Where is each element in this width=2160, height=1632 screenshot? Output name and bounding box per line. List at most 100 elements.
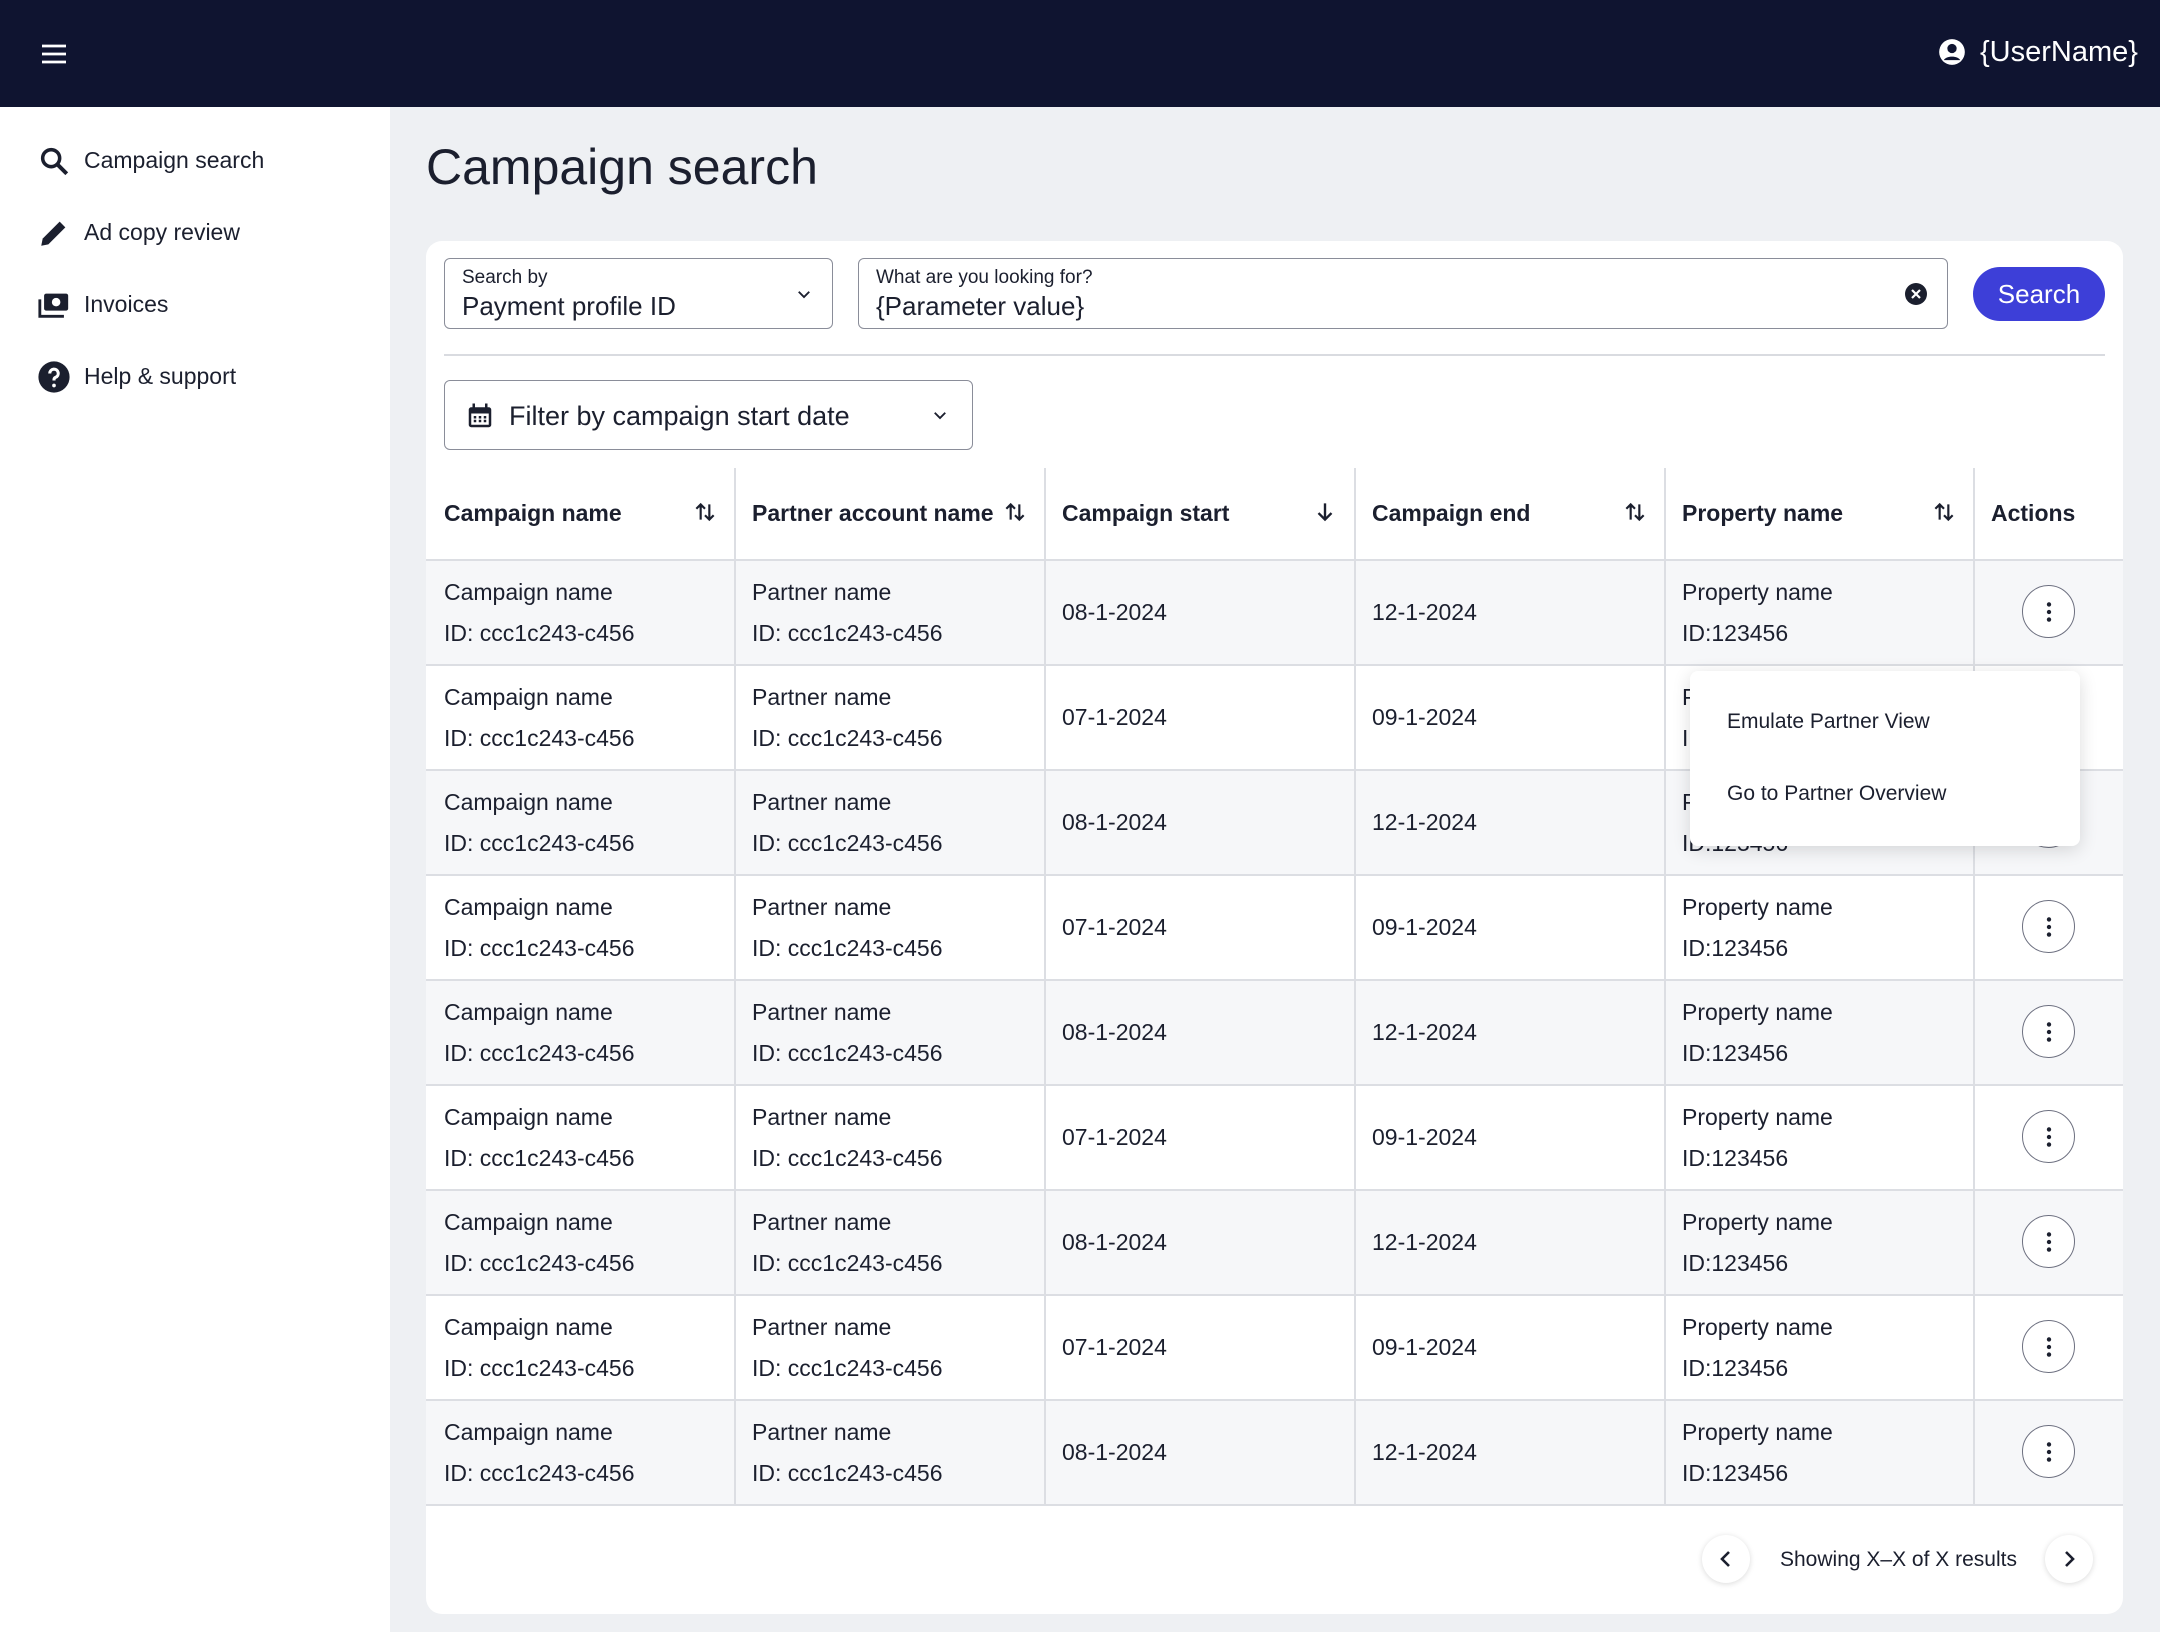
- row-bg: [426, 979, 2123, 1084]
- card: [426, 241, 2123, 1614]
- cell-date: 07-1-2024: [1062, 704, 1167, 730]
- cell-id: ID: ccc1c243-c456: [752, 1355, 943, 1381]
- column-header[interactable]: Property name: [1682, 500, 1844, 526]
- cell-id: ID: ccc1c243-c456: [752, 830, 943, 856]
- cell-name: Partner name: [752, 1209, 892, 1235]
- cell-id: ID: ccc1c243-c456: [752, 935, 943, 961]
- cell-id: ID: ccc1c243-c456: [752, 1040, 943, 1066]
- username[interactable]: {UserName}: [1980, 36, 2138, 68]
- query-value: {Parameter value}: [876, 291, 1085, 321]
- column-header: Actions: [1991, 500, 2076, 526]
- cell-name: Campaign name: [444, 1419, 613, 1445]
- sidebar-item[interactable]: Campaign search: [84, 147, 265, 173]
- kebab-icon: [2046, 1337, 2052, 1357]
- column-header[interactable]: Campaign name: [444, 500, 622, 526]
- kebab-icon: [2046, 1232, 2052, 1252]
- cell-id: ID:123456: [1682, 1040, 1789, 1066]
- cell-date: 12-1-2024: [1372, 1229, 1477, 1255]
- row-line: [426, 1189, 2123, 1191]
- actions-menu: Emulate Partner View Go to Partner Overvi…: [1690, 671, 2080, 846]
- page-button[interactable]: [2045, 1535, 2093, 1583]
- query-label: What are you looking for?: [876, 267, 1093, 288]
- row-line: [426, 664, 2123, 666]
- kebab-icon: [2046, 1442, 2052, 1462]
- cell-name: Campaign name: [444, 1104, 613, 1130]
- search-button[interactable]: Search: [1973, 267, 2105, 321]
- cell-name: Property name: [1682, 1209, 1833, 1235]
- cell-name: Campaign name: [444, 1314, 613, 1340]
- column-header[interactable]: Campaign start: [1062, 500, 1230, 526]
- column-header[interactable]: Campaign end: [1372, 500, 1531, 526]
- cell-name: Partner name: [752, 579, 892, 605]
- sort-icon[interactable]: [1931, 499, 1957, 525]
- row-line: [426, 1504, 2123, 1506]
- cell-name: Campaign name: [444, 1209, 613, 1235]
- row-line: [426, 979, 2123, 981]
- cell-name: Property name: [1682, 579, 1833, 605]
- clear-button[interactable]: [1904, 282, 1928, 306]
- sidebar-item[interactable]: Invoices: [84, 291, 169, 317]
- menu-item[interactable]: Emulate Partner View: [1727, 710, 1930, 733]
- column-divider: [1664, 468, 1666, 1504]
- cell-id: ID: ccc1c243-c456: [444, 1355, 635, 1381]
- row-line: [426, 559, 2123, 561]
- date-filter-label: Filter by campaign start date: [509, 401, 850, 431]
- cell-id: ID: ccc1c243-c456: [752, 1460, 943, 1486]
- menu-item[interactable]: Go to Partner Overview: [1727, 782, 1947, 805]
- cell-name: Property name: [1682, 1419, 1833, 1445]
- search-by-label: Search by: [462, 267, 548, 288]
- sidebar-item[interactable]: Ad copy review: [84, 219, 240, 245]
- column-divider: [1973, 468, 1975, 1504]
- cell-id: ID: ccc1c243-c456: [444, 935, 635, 961]
- row-line: [426, 1084, 2123, 1086]
- cell-name: Campaign name: [444, 894, 613, 920]
- sort-icon[interactable]: [1312, 499, 1338, 525]
- cell-date: 08-1-2024: [1062, 599, 1167, 625]
- cell-id: ID:123456: [1682, 1460, 1789, 1486]
- divider: [444, 354, 2105, 356]
- column-divider: [734, 468, 736, 1504]
- cell-name: Partner name: [752, 789, 892, 815]
- cell-date: 12-1-2024: [1372, 809, 1477, 835]
- menu-button[interactable]: [38, 38, 70, 70]
- row-line: [426, 1399, 2123, 1401]
- cell-id: ID: ccc1c243-c456: [752, 1250, 943, 1276]
- search-by-select[interactable]: Search by Payment profile ID: [444, 258, 833, 329]
- query-input[interactable]: What are you looking for? {Parameter val…: [858, 258, 1948, 329]
- kebab-icon: [2046, 1127, 2052, 1147]
- cell-id: ID: ccc1c243-c456: [752, 1145, 943, 1171]
- sort-icon[interactable]: [1622, 499, 1648, 525]
- cell-name: Partner name: [752, 894, 892, 920]
- cell-id: ID: ccc1c243-c456: [444, 1250, 635, 1276]
- column-divider: [1354, 468, 1356, 1504]
- cell-name: Partner name: [752, 1419, 892, 1445]
- user-icon[interactable]: [1938, 38, 1966, 66]
- cell-name: Property name: [1682, 894, 1833, 920]
- search-by-value: Payment profile ID: [462, 291, 676, 321]
- cell-id: ID:123456: [1682, 1145, 1789, 1171]
- column-header[interactable]: Partner account name: [752, 500, 994, 526]
- page-button[interactable]: [1702, 1535, 1750, 1583]
- cell-id: ID:123456: [1682, 1355, 1789, 1381]
- cell-date: 08-1-2024: [1062, 809, 1167, 835]
- cell-id: ID: ccc1c243-c456: [752, 725, 943, 751]
- cell-date: 08-1-2024: [1062, 1439, 1167, 1465]
- sidebar-icon: [40, 147, 69, 176]
- sort-icon[interactable]: [692, 499, 718, 525]
- sidebar-icon: [38, 361, 70, 393]
- cell-name: Campaign name: [444, 579, 613, 605]
- cell-date: 12-1-2024: [1372, 1019, 1477, 1045]
- date-filter[interactable]: Filter by campaign start date: [444, 380, 973, 450]
- page-title: Campaign search: [426, 139, 818, 195]
- sort-icon[interactable]: [1002, 499, 1028, 525]
- cell-name: Campaign name: [444, 999, 613, 1025]
- sidebar-item[interactable]: Help & support: [84, 363, 237, 389]
- kebab-icon: [2046, 917, 2052, 937]
- cell-id: ID: ccc1c243-c456: [444, 1145, 635, 1171]
- cell-name: Campaign name: [444, 789, 613, 815]
- row-line: [426, 1294, 2123, 1296]
- cell-id: ID: ccc1c243-c456: [444, 620, 635, 646]
- cell-id: ID: ccc1c243-c456: [444, 830, 635, 856]
- cell-name: Campaign name: [444, 684, 613, 710]
